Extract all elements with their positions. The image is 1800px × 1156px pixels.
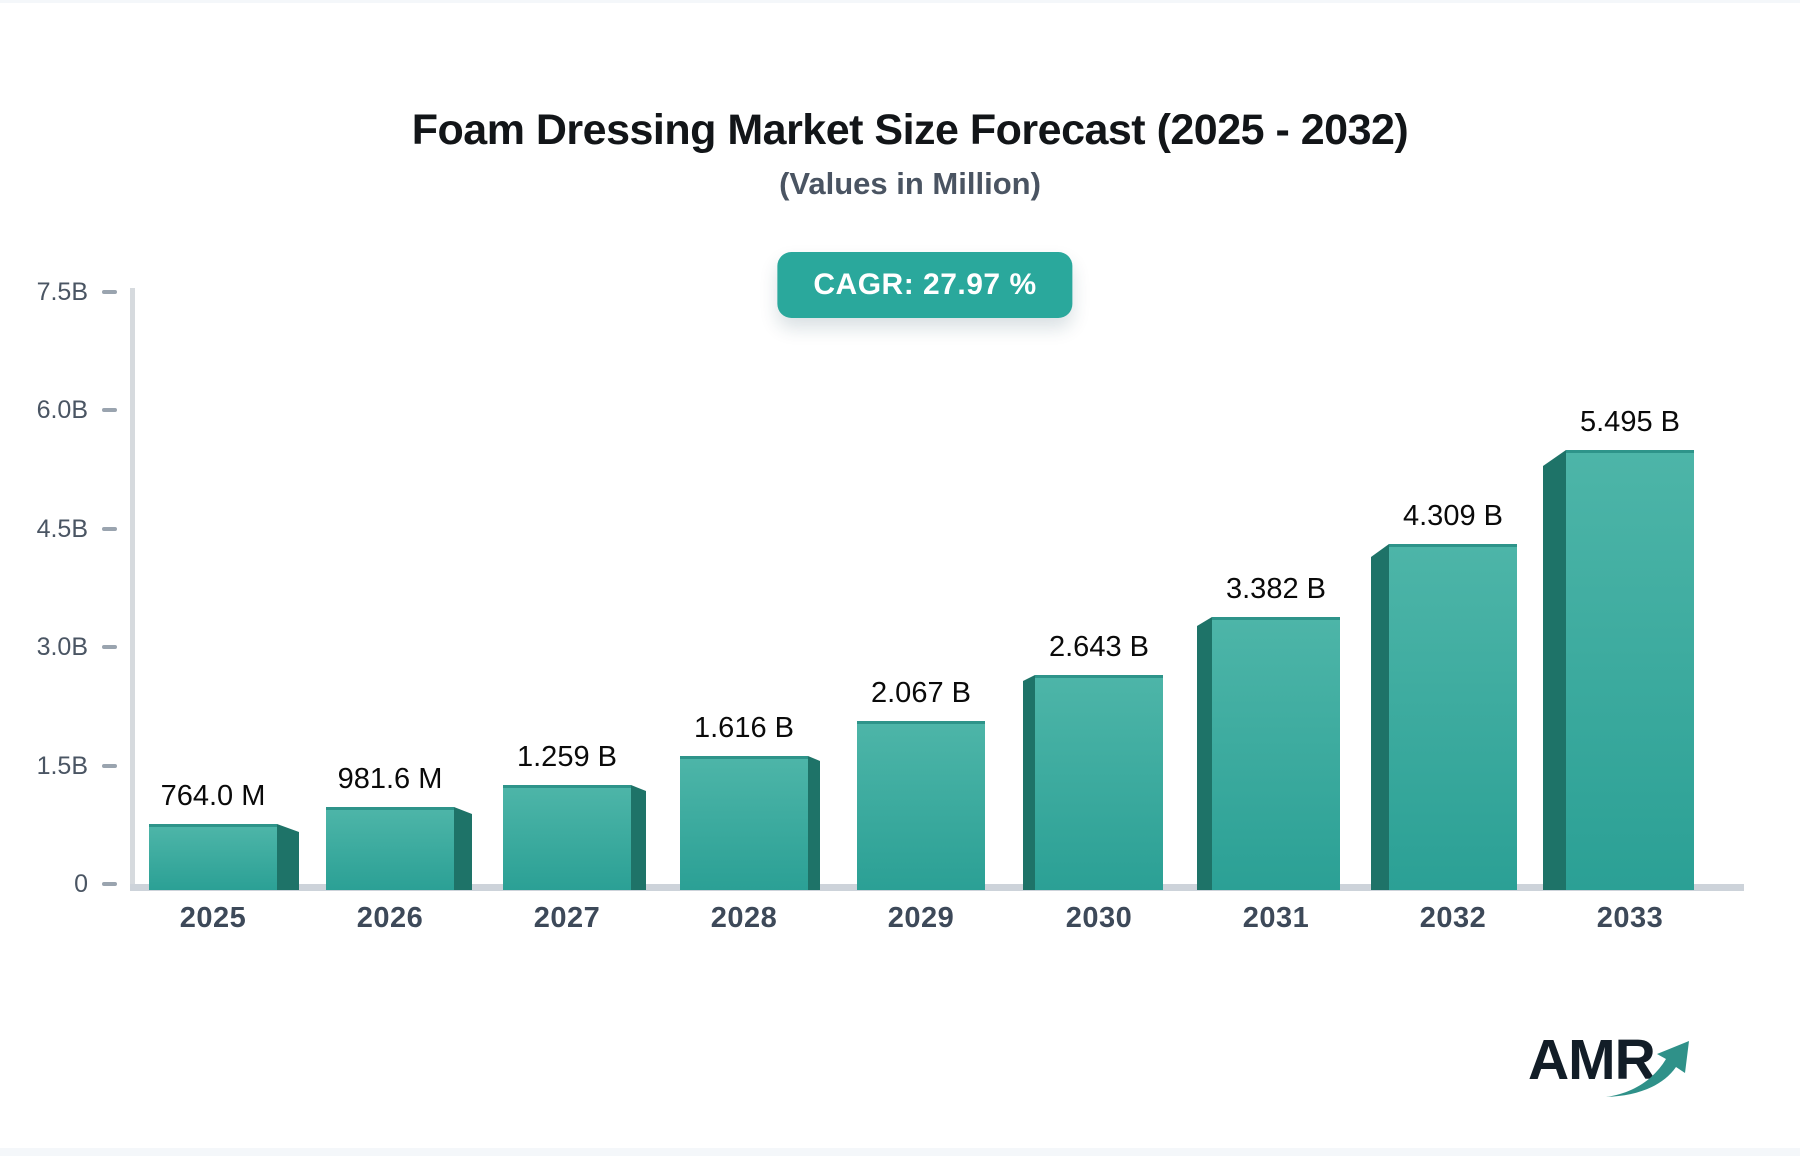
- bar-side-2032: [1371, 544, 1389, 890]
- bar-value-label-2025: 764.0 M: [160, 780, 266, 812]
- x-axis-label-2029: 2029: [887, 902, 955, 934]
- bar-value-label-2027: 1.259 B: [517, 741, 617, 773]
- trend-arrow-icon: [1606, 1041, 1689, 1097]
- bar-face-2032: [1389, 544, 1517, 890]
- x-axis-label-2031: 2031: [1242, 902, 1310, 934]
- x-axis-label-2030: 2030: [1065, 902, 1133, 934]
- x-axis-label-2027: 2027: [533, 902, 601, 934]
- bar-face-2025: [149, 824, 277, 890]
- bar-value-label-2028: 1.616 B: [694, 712, 794, 744]
- bar-face-2028: [680, 756, 808, 890]
- y-axis-tick-label: 7.5B: [36, 278, 88, 307]
- bar-side-2028: [808, 756, 820, 890]
- chart-title: Foam Dressing Market Size Forecast (2025…: [411, 106, 1409, 154]
- bar-side-2030: [1023, 675, 1035, 890]
- y-axis-tick-label: 4.5B: [36, 514, 88, 543]
- x-axis-label-2026: 2026: [356, 902, 424, 934]
- frame-edge-bottom: [0, 1148, 1800, 1156]
- y-axis-tick-mark: [102, 408, 117, 413]
- bar-side-2031: [1197, 617, 1212, 890]
- y-axis-tick-label: 1.5B: [36, 751, 88, 780]
- bar-face-2031: [1212, 617, 1340, 890]
- bar-face-2033: [1566, 450, 1694, 890]
- y-axis-line: [130, 288, 135, 889]
- bar-face-2026: [326, 807, 454, 890]
- bar-face-2029: [857, 721, 985, 890]
- x-axis-label-2032: 2032: [1419, 902, 1487, 934]
- y-axis-tick-mark: [102, 290, 117, 295]
- bar-value-label-2031: 3.382 B: [1226, 573, 1326, 605]
- bar-value-label-2032: 4.309 B: [1403, 500, 1503, 532]
- y-axis-tick-mark: [102, 526, 117, 531]
- amr-logo-text: AMR: [1528, 1028, 1656, 1092]
- bar-face-2030: [1035, 675, 1163, 890]
- x-axis-label-2025: 2025: [179, 902, 247, 934]
- bar-value-label-2033: 5.495 B: [1580, 406, 1680, 438]
- y-axis-tick-mark: [102, 763, 117, 768]
- x-axis-label-2033: 2033: [1596, 902, 1664, 934]
- frame-edge-top: [0, 0, 1800, 3]
- bar-face-2027: [503, 785, 631, 890]
- y-axis-tick-mark: [102, 645, 117, 650]
- bar-side-2027: [631, 785, 646, 890]
- bar-value-label-2029: 2.067 B: [871, 677, 971, 709]
- bar-value-label-2026: 981.6 M: [337, 763, 443, 795]
- bar-side-2033: [1543, 450, 1566, 890]
- y-axis-tick-mark: [102, 882, 117, 886]
- y-axis-tick-label: 3.0B: [36, 633, 88, 662]
- bar-side-2025: [277, 824, 299, 890]
- chart-subtitle: (Values in Million): [779, 166, 1041, 201]
- y-axis-tick-label: 0: [74, 870, 88, 898]
- amr-logo: AMR: [1528, 1030, 1718, 1105]
- x-axis-label-2028: 2028: [710, 902, 778, 934]
- cagr-badge: CAGR: 27.97 %: [777, 252, 1073, 318]
- bar-side-2026: [454, 807, 472, 890]
- bar-value-label-2030: 2.643 B: [1049, 631, 1149, 663]
- y-axis-tick-label: 6.0B: [36, 396, 88, 425]
